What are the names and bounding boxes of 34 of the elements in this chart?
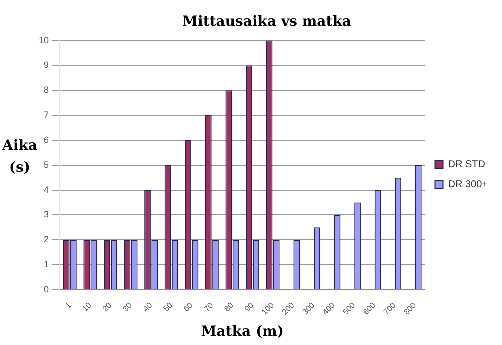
x-tick-label: 60 (182, 300, 196, 314)
y-tick-label: 10 (38, 35, 50, 46)
x-tick-label: 500 (341, 300, 358, 317)
y-tick-label: 9 (44, 60, 50, 70)
y-tick-label: 3 (44, 210, 50, 220)
x-tick-label: 50 (162, 300, 175, 314)
y-axis-title: Aika (s) (1, 137, 38, 178)
x-tick-label: 90 (243, 300, 256, 314)
x-tick-label: 600 (362, 300, 378, 317)
y-tick-label: 7 (44, 110, 50, 120)
x-tick-label: 100 (260, 300, 276, 317)
y-tick-label: 2 (44, 234, 50, 245)
x-tick-label: 700 (382, 300, 398, 317)
chart-title: Mittausaika vs matka (182, 14, 352, 30)
x-tick-label: 40 (142, 300, 155, 314)
y-tick-label: 6 (44, 134, 50, 145)
x-tick-label: 30 (121, 300, 134, 314)
x-tick-label: 10 (80, 300, 94, 314)
x-tick-label: 20 (101, 300, 114, 314)
x-axis-title: Matka (m) (201, 324, 284, 340)
x-tick-label: 300 (300, 300, 318, 317)
y-tick-label: 0 (44, 284, 50, 294)
x-tick-label: 80 (222, 300, 236, 314)
x-tick-label: 70 (202, 300, 216, 314)
legend-label: DR STD (448, 159, 486, 170)
x-tick-label: 200 (280, 300, 297, 317)
x-tick-label: 800 (402, 300, 418, 317)
x-tick-label: 1 (64, 300, 74, 310)
y-tick-label: 1 (44, 260, 50, 270)
y-tick-label: 4 (44, 184, 50, 195)
legend-label: DR 300+ (448, 179, 488, 190)
x-tick-label: 400 (321, 300, 338, 317)
y-tick-label: 8 (44, 85, 50, 96)
y-tick-label: 5 (44, 160, 50, 170)
